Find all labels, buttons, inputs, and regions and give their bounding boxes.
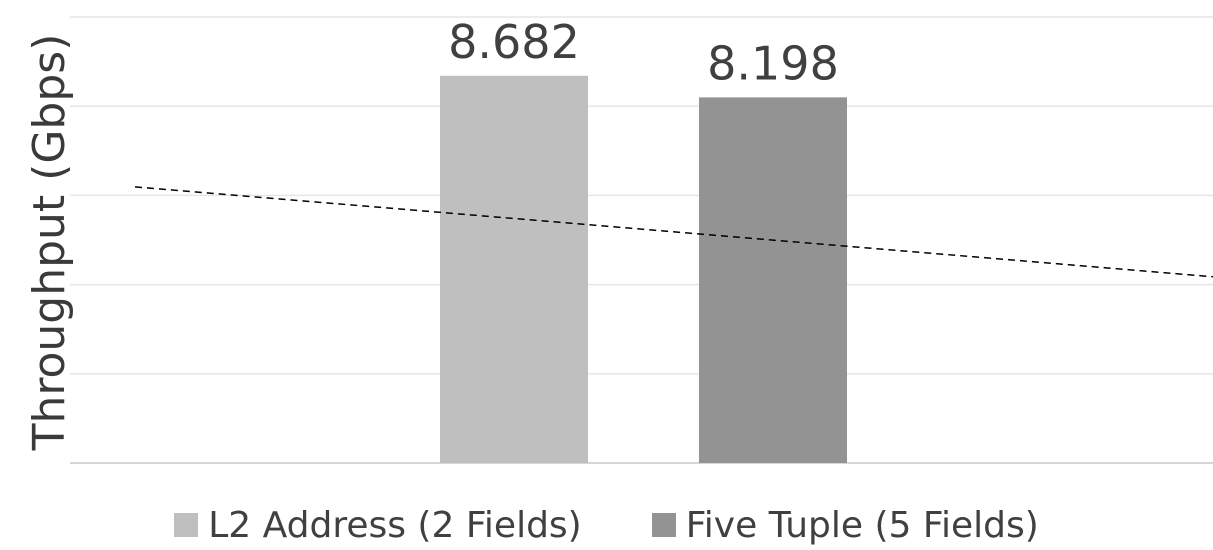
legend-item-l2-address: L2 Address (2 Fields) xyxy=(174,505,582,546)
legend-item-five-tuple: Five Tuple (5 Fields) xyxy=(651,504,1039,546)
gridlines xyxy=(70,16,1213,464)
bars xyxy=(440,75,847,463)
data-label: 8.682 xyxy=(448,15,580,69)
data-label: 8.198 xyxy=(707,36,839,90)
legend-swatch xyxy=(174,513,199,537)
y-axis-label: Throughput (Gbps) xyxy=(24,34,75,452)
trendline xyxy=(134,186,1213,278)
data-labels: 8.682 8.198 xyxy=(448,15,839,91)
legend-swatch xyxy=(651,513,676,537)
bar-five-tuple xyxy=(699,97,847,463)
legend: L2 Address (2 Fields) Five Tuple (5 Fiel… xyxy=(0,500,1213,550)
legend-label: L2 Address (2 Fields) xyxy=(208,504,582,546)
legend-label: Five Tuple (5 Fields) xyxy=(685,504,1039,546)
bar-l2-address xyxy=(440,75,588,463)
